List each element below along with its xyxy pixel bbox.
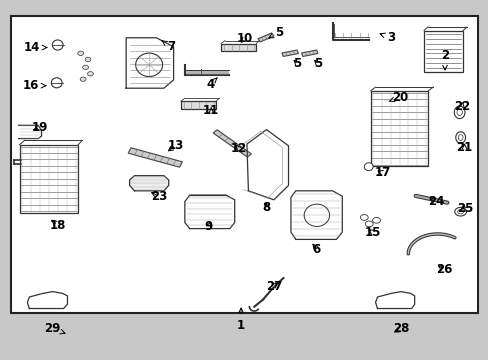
Polygon shape [290, 191, 342, 239]
Text: 8: 8 [262, 201, 270, 213]
Text: 11: 11 [203, 104, 219, 117]
Text: 26: 26 [435, 263, 451, 276]
Text: 13: 13 [167, 139, 184, 152]
Text: 5: 5 [313, 57, 321, 70]
Circle shape [454, 207, 466, 216]
Text: 9: 9 [204, 220, 212, 233]
Polygon shape [27, 292, 67, 309]
Bar [20, 145, 78, 213]
Circle shape [80, 77, 86, 81]
Text: 24: 24 [427, 195, 444, 208]
Circle shape [365, 221, 372, 227]
Bar [213, 130, 251, 157]
Polygon shape [19, 125, 41, 139]
Ellipse shape [453, 106, 464, 119]
Text: 16: 16 [23, 79, 46, 92]
Text: 21: 21 [455, 141, 472, 154]
Text: 15: 15 [364, 226, 380, 239]
Bar [181, 101, 216, 109]
Text: 2: 2 [440, 49, 448, 70]
Circle shape [85, 57, 91, 62]
Bar [11, 16, 477, 313]
Bar [301, 50, 317, 57]
Bar [258, 33, 273, 42]
Polygon shape [126, 38, 173, 88]
Text: 3: 3 [379, 31, 394, 44]
Bar [128, 148, 182, 167]
Circle shape [82, 65, 88, 69]
Text: 1: 1 [237, 308, 244, 332]
Circle shape [87, 72, 93, 76]
Bar [423, 31, 462, 72]
Text: 25: 25 [456, 202, 473, 215]
Ellipse shape [364, 163, 372, 171]
Text: 28: 28 [392, 322, 408, 335]
Text: 14: 14 [24, 41, 47, 54]
Text: 5: 5 [268, 26, 282, 39]
Text: 29: 29 [44, 322, 65, 335]
Text: 22: 22 [453, 100, 469, 113]
Bar [370, 91, 427, 166]
Text: 6: 6 [312, 243, 320, 256]
Bar [221, 44, 256, 51]
Polygon shape [129, 176, 168, 191]
Text: 17: 17 [373, 166, 390, 179]
Polygon shape [246, 130, 288, 200]
Text: 7: 7 [162, 40, 175, 53]
Circle shape [78, 51, 83, 55]
Polygon shape [375, 292, 414, 309]
Text: 18: 18 [49, 219, 66, 231]
Bar [282, 50, 298, 57]
Circle shape [372, 217, 380, 223]
Ellipse shape [455, 132, 465, 143]
Text: 4: 4 [206, 78, 217, 91]
Polygon shape [184, 195, 234, 229]
Ellipse shape [52, 40, 63, 50]
Ellipse shape [51, 78, 62, 88]
Text: 19: 19 [32, 121, 48, 134]
Circle shape [360, 215, 367, 220]
Text: 5: 5 [293, 57, 301, 70]
Text: 10: 10 [236, 32, 252, 45]
Text: 20: 20 [388, 91, 407, 104]
Text: 27: 27 [265, 280, 282, 293]
Text: 12: 12 [230, 142, 246, 155]
Text: 23: 23 [150, 190, 167, 203]
